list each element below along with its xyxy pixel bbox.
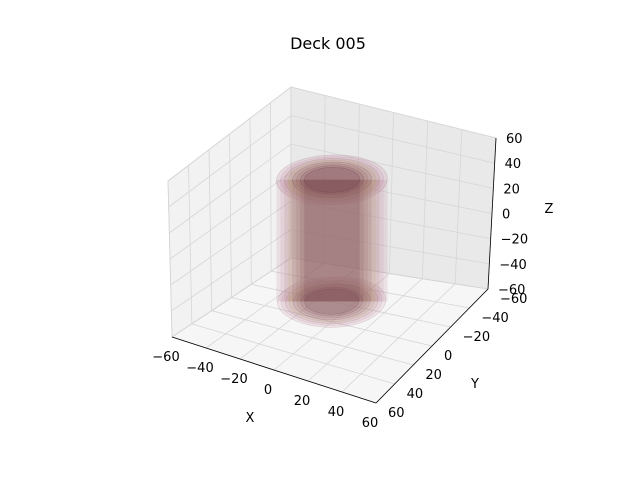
y-axis-line <box>375 288 489 404</box>
cylinder-top <box>288 159 376 200</box>
cylinder-side <box>284 179 380 302</box>
cylinder-side <box>300 179 364 302</box>
y-tick-label: 20 <box>425 368 442 383</box>
axis-lines <box>171 137 497 404</box>
cylinder-bottom <box>292 283 371 321</box>
cylinder-side <box>304 179 360 302</box>
grid-line-z <box>168 115 495 208</box>
x-tick-label: 0 <box>264 383 272 398</box>
z-tick-label: 0 <box>502 208 510 223</box>
cylinder-bottom <box>288 281 375 322</box>
x-tick-label: −40 <box>186 361 213 376</box>
cylinder-top <box>280 156 384 204</box>
x-tick-label: −20 <box>220 372 247 387</box>
z-axis-line <box>487 137 497 290</box>
grid-line-z <box>167 86 497 182</box>
y-tick-label: −20 <box>463 330 490 345</box>
cylinder-bottom <box>296 285 367 319</box>
y-tick-label: 60 <box>388 406 405 421</box>
cylinder-top <box>295 163 368 197</box>
z-tick-label: −40 <box>499 258 526 273</box>
cylinder-top <box>303 167 361 193</box>
x-axis-line <box>171 336 377 404</box>
z-tick-label: 20 <box>503 182 520 197</box>
grid-line-x <box>341 129 463 393</box>
cylinder-top <box>276 154 388 206</box>
z-tick-label: −60 <box>498 283 525 298</box>
cylinder-top <box>299 165 365 195</box>
cylinder-bottom <box>304 288 360 315</box>
z-tick-label: −20 <box>501 233 528 248</box>
y-axis-label: Y <box>470 377 479 392</box>
x-tick-label: −60 <box>152 350 179 365</box>
grid-line-z <box>169 143 494 234</box>
cylinder-surfaces <box>276 154 388 328</box>
tick-labels: −60−40−200204060−60−40−200204060−60−40−2… <box>152 132 528 431</box>
z-tick-label: 40 <box>505 157 522 172</box>
y-tick-label: −40 <box>481 311 508 326</box>
y-tick-label: 40 <box>407 387 424 402</box>
z-axis-label: Z <box>545 202 554 217</box>
cylinder-side <box>292 179 372 302</box>
grid-lines <box>167 86 497 404</box>
cylinder-top <box>284 158 380 202</box>
cylinder-side <box>276 179 388 302</box>
cylinder-side <box>296 179 368 302</box>
y-tick-label: 0 <box>444 349 452 364</box>
cylinder-side <box>288 179 376 302</box>
x-axis-label: X <box>246 411 255 426</box>
cylinder-bottom <box>281 278 383 326</box>
cylinder-top <box>291 161 372 198</box>
x-tick-label: 40 <box>328 405 345 420</box>
chart-title: Deck 005 <box>290 34 366 53</box>
cylinder-side <box>280 179 384 302</box>
x-tick-label: 20 <box>294 394 311 409</box>
cylinder-bottom <box>277 276 387 328</box>
z-tick-label: 60 <box>506 132 523 147</box>
x-tick-label: 60 <box>362 416 379 431</box>
grid-line-y <box>188 165 395 385</box>
y-tick-label: −60 <box>500 292 527 307</box>
cylinder-bottom <box>300 287 364 317</box>
cylinder-bottom <box>284 280 379 324</box>
